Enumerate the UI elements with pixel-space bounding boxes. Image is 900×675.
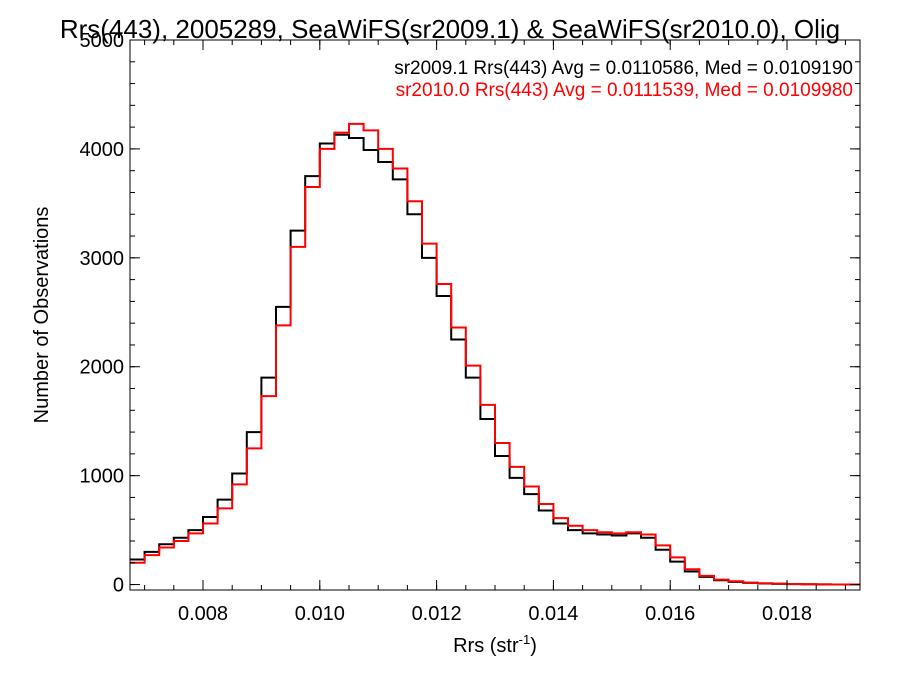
x-tick-label: 0.012 <box>412 603 462 625</box>
series-layer <box>130 122 860 586</box>
x-axis-label-close: ) <box>530 635 537 657</box>
chart-title: Rrs(443), 2005289, SeaWiFS(sr2009.1) & S… <box>60 14 840 44</box>
legend-entry-sr2009: sr2009.1 Rrs(443) Avg = 0.0110586, Med =… <box>394 58 853 79</box>
x-axis-label-main: Rrs (str <box>453 635 519 657</box>
y-tick-label: 0 <box>113 575 124 597</box>
y-axis-label: Number of Observations <box>31 207 53 424</box>
x-tick-label: 0.016 <box>645 603 695 625</box>
x-tick-label: 0.008 <box>178 603 228 625</box>
y-tick-label: 5000 <box>80 30 125 52</box>
x-axis-label-superscript: -1 <box>519 632 531 647</box>
series-line-0 <box>130 133 860 586</box>
y-tick-label: 1000 <box>80 466 125 488</box>
y-tick-label: 3000 <box>80 248 125 270</box>
x-axis: 0.008 0.010 0.012 0.014 0.016 0.018 <box>144 40 846 625</box>
x-tick-label: 0.014 <box>528 603 578 625</box>
series-line-1 <box>130 122 860 586</box>
y-tick-label: 4000 <box>80 139 125 161</box>
legend-entry-sr2010: sr2010.0 Rrs(443) Avg = 0.0111539, Med =… <box>396 80 853 101</box>
y-axis: 0 1000 2000 3000 4000 5000 <box>80 30 860 597</box>
x-axis-label: Rrs (str-1) <box>453 632 537 657</box>
x-tick-label: 0.010 <box>295 603 345 625</box>
plot-frame <box>129 39 861 591</box>
x-tick-label: 0.018 <box>762 603 812 625</box>
y-tick-label: 2000 <box>80 357 125 379</box>
